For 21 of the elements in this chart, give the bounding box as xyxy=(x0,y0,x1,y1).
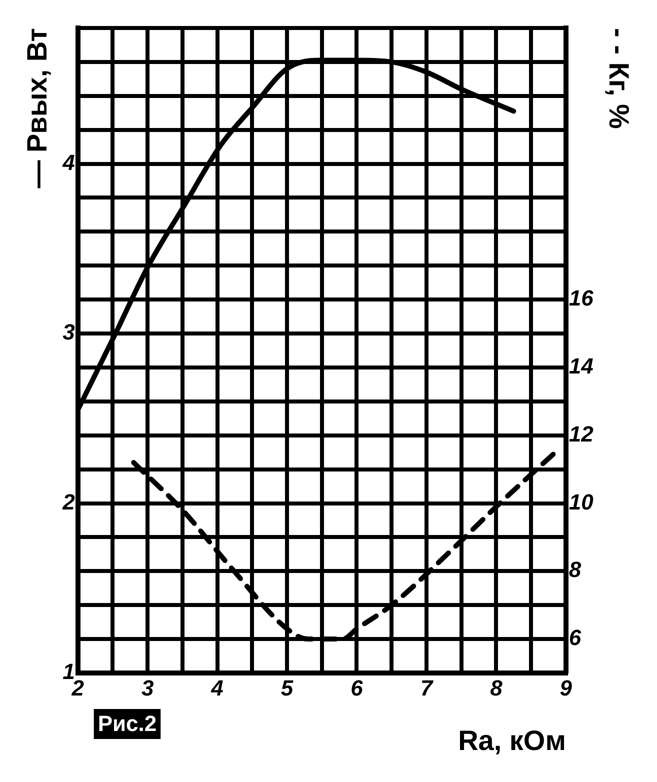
x-tick-label: 8 xyxy=(490,675,504,700)
y2-axis-title: - - Кг, % xyxy=(603,28,634,130)
y2-tick-label: 6 xyxy=(568,625,582,650)
x-tick-label: 4 xyxy=(210,675,224,700)
text: Рис.2 xyxy=(98,711,157,736)
y2-tick-label: 14 xyxy=(568,354,594,379)
x-tick-label: 9 xyxy=(560,675,573,700)
x-tick-label: 5 xyxy=(280,675,294,700)
y-tick-label: 4 xyxy=(62,150,75,175)
y-tick-label: 2 xyxy=(62,489,76,514)
x-tick-label: 3 xyxy=(141,675,154,700)
y-tick-label: 3 xyxy=(62,320,75,345)
y-axis-title: — Рвых, Вт xyxy=(22,28,53,188)
x-tick-label: 6 xyxy=(350,675,364,700)
y2-tick-label: 8 xyxy=(568,557,582,582)
y2-tick-label: 16 xyxy=(568,286,594,311)
x-tick-label: 7 xyxy=(420,675,434,700)
y2-tick-label: 12 xyxy=(568,421,594,446)
y2-tick-label: 10 xyxy=(568,489,594,514)
y-tick-label: 1 xyxy=(62,659,75,684)
x-axis-title: Ra, кОм xyxy=(458,724,566,756)
